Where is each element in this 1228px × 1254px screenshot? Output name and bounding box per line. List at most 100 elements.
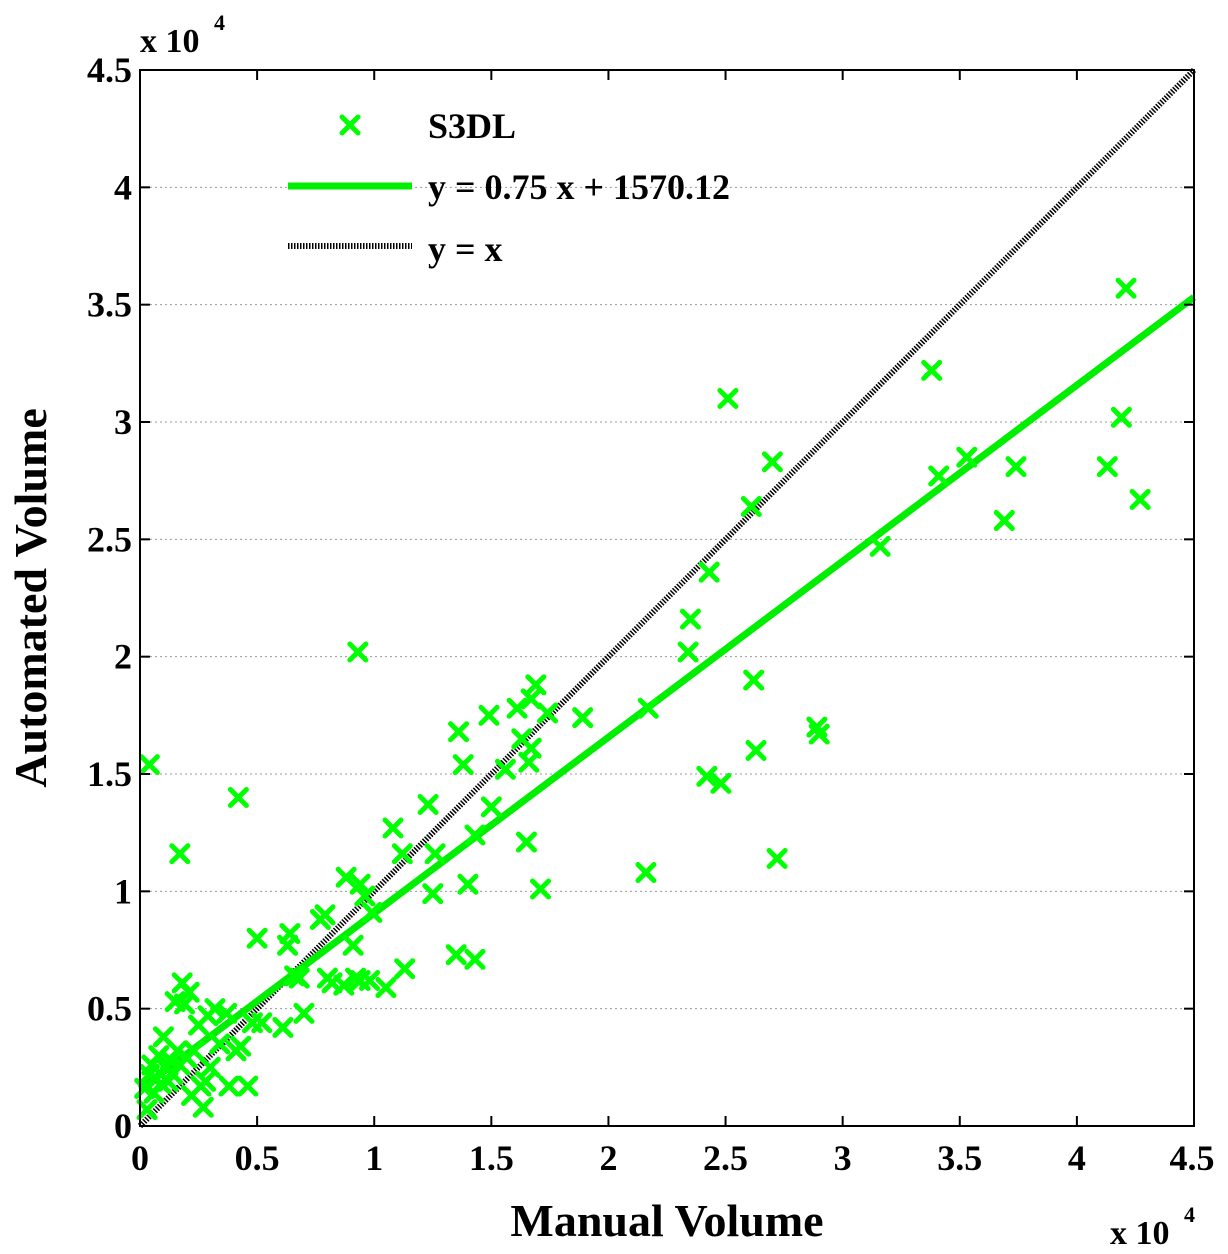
data-point — [174, 993, 196, 1015]
data-point-stroke — [230, 1035, 252, 1057]
y-tick-label: 0.5 — [87, 989, 132, 1029]
data-point — [314, 904, 336, 926]
data-point-stroke — [424, 843, 446, 865]
identity-line — [137, 67, 1197, 1129]
x-tick-label: 2.5 — [703, 1138, 748, 1178]
data-point — [572, 707, 594, 729]
data-point-stroke — [515, 831, 537, 853]
data-point-stroke — [698, 561, 720, 583]
data-point-stroke — [448, 721, 470, 743]
data-point-stroke — [251, 1012, 273, 1034]
data-point — [183, 1040, 205, 1062]
data-point — [677, 641, 699, 663]
data-point-stroke — [347, 641, 369, 663]
y-axis-title: Automated Volume — [5, 408, 56, 788]
data-point-stroke — [1110, 406, 1132, 428]
data-point-stroke — [335, 866, 357, 888]
data-point — [717, 388, 739, 410]
y-tick-label: 2.5 — [87, 519, 132, 559]
data-point-stroke — [506, 697, 528, 719]
data-point — [148, 1045, 170, 1067]
data-point — [1110, 406, 1132, 428]
data-point — [209, 1033, 231, 1055]
data-point-stroke — [464, 948, 486, 970]
data-point-stroke — [710, 772, 732, 794]
y-tick-label: 1.5 — [87, 754, 132, 794]
data-point — [537, 702, 559, 724]
data-point — [761, 451, 783, 473]
legend-marker-s3dl — [339, 114, 361, 136]
data-point — [448, 721, 470, 743]
data-point-stroke — [520, 737, 542, 759]
data-point-stroke — [745, 740, 767, 762]
data-point — [710, 772, 732, 794]
data-point-stroke — [204, 998, 226, 1020]
data-point-stroke — [375, 977, 397, 999]
x-tick-label: 1 — [365, 1138, 383, 1178]
data-point — [272, 1016, 294, 1038]
x-exponent: x 10 4 — [1110, 1202, 1195, 1252]
data-point-stroke — [174, 993, 196, 1015]
data-point-stroke — [1096, 456, 1118, 478]
data-point — [1129, 488, 1151, 510]
data-point-stroke — [391, 843, 413, 865]
x-tick-label: 2 — [599, 1138, 617, 1178]
x-tick-label: 1.5 — [469, 1138, 514, 1178]
y-tick-label: 3.5 — [87, 285, 132, 325]
y-tick-label: 1 — [114, 871, 132, 911]
data-point-stroke — [1115, 277, 1137, 299]
data-point-stroke — [272, 1016, 294, 1038]
data-point — [192, 1096, 214, 1118]
data-point-stroke — [806, 716, 828, 738]
data-point-stroke — [164, 991, 186, 1013]
y-tick-labels: 0 0.5 1 1.5 2 2.5 3 3.5 4 4.5 — [87, 50, 132, 1146]
y-tick-label: 0 — [114, 1106, 132, 1146]
plot-frame — [139, 69, 1195, 1127]
data-point-stroke — [637, 697, 659, 719]
data-point-stroke — [246, 927, 268, 949]
data-point — [515, 831, 537, 853]
data-point-stroke — [361, 901, 383, 923]
x-exponent-power: 4 — [1184, 1202, 1195, 1227]
data-point — [696, 765, 718, 787]
y-exponent-base: x 10 — [140, 23, 200, 60]
data-point-stroke — [537, 702, 559, 724]
data-point — [227, 786, 249, 808]
y-tick-label: 2 — [114, 637, 132, 677]
data-point — [520, 737, 542, 759]
data-point-stroke — [183, 1040, 205, 1062]
data-point-stroke — [525, 674, 547, 696]
y-tick-label: 3 — [114, 402, 132, 442]
data-point — [530, 878, 552, 900]
data-point-stroke — [152, 1026, 174, 1048]
x-tick-label: 3.5 — [937, 1138, 982, 1178]
data-point-stroke — [288, 967, 310, 989]
data-point — [494, 758, 516, 780]
data-point — [928, 465, 950, 487]
data-point — [525, 674, 547, 696]
data-point-stroke — [417, 794, 439, 816]
data-point-stroke — [956, 446, 978, 468]
y-tick-label: 4 — [114, 167, 132, 207]
data-point — [766, 847, 788, 869]
y-exponent: x 10 4 — [140, 10, 225, 60]
data-point-stroke — [743, 669, 765, 691]
data-point-stroke — [293, 1002, 315, 1024]
data-point-stroke — [349, 873, 371, 895]
data-point — [246, 927, 268, 949]
data-point — [1096, 456, 1118, 478]
data-point-stroke — [761, 451, 783, 473]
data-point-stroke — [520, 688, 542, 710]
data-point-stroke — [333, 974, 355, 996]
data-point-stroke — [445, 944, 467, 966]
data-point — [464, 948, 486, 970]
data-point-stroke — [480, 796, 502, 818]
data-point-stroke — [342, 934, 364, 956]
legend-label-s3dl: S3DL — [428, 106, 516, 146]
data-point-stroke — [478, 704, 500, 726]
data-point-stroke — [494, 758, 516, 780]
data-point — [698, 561, 720, 583]
data-point-stroke — [199, 1056, 221, 1078]
x-tick-labels: 0 0.5 1 1.5 2 2.5 3 3.5 4 4.5 — [131, 1138, 1215, 1178]
